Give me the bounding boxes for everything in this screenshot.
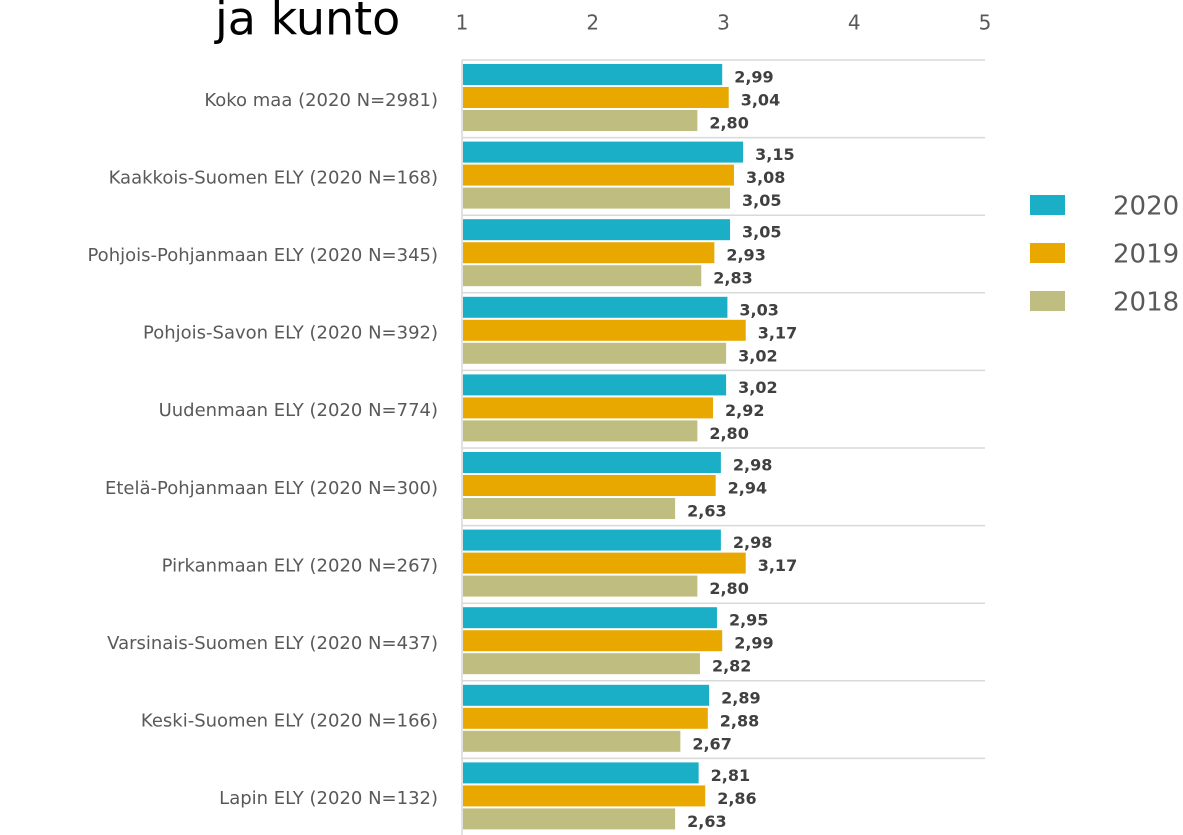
legend-swatch (1030, 195, 1065, 215)
value-label: 2,83 (713, 269, 752, 288)
bar (463, 87, 729, 108)
legend-label: 2019 (1113, 240, 1179, 270)
value-label: 2,63 (687, 812, 726, 831)
value-label: 2,80 (709, 579, 748, 598)
value-label: 3,02 (738, 378, 777, 397)
value-label: 2,67 (692, 734, 731, 753)
value-label: 2,94 (728, 479, 767, 498)
value-label: 2,99 (734, 68, 773, 87)
value-label: 3,03 (739, 300, 778, 319)
value-label: 3,05 (742, 191, 781, 210)
value-label: 2,82 (712, 657, 751, 676)
value-label: 2,95 (729, 611, 768, 630)
bar (463, 762, 699, 784)
bar (463, 575, 698, 597)
y-tick-label: Varsinais-Suomen ELY (2020 N=437) (107, 633, 438, 654)
bar (463, 319, 746, 341)
legend-label: 2018 (1113, 288, 1179, 318)
bar (463, 219, 731, 241)
x-tick-label: 3 (717, 11, 730, 35)
y-tick-label: Pohjois-Pohjanmaan ELY (2020 N=345) (87, 245, 438, 266)
y-tick-label: Lapin ELY (2020 N=132) (219, 788, 438, 809)
y-tick-label: Etelä-Pohjanmaan ELY (2020 N=300) (105, 478, 438, 499)
value-label: 2,86 (717, 789, 756, 808)
bar (463, 785, 706, 807)
bar (463, 242, 715, 264)
bar (463, 475, 716, 496)
y-tick-label: Koko maa (2020 N=2981) (204, 90, 438, 111)
bar (463, 630, 723, 652)
bar (463, 265, 702, 287)
value-label: 2,80 (709, 114, 748, 133)
value-label: 2,98 (733, 456, 772, 475)
legend-swatch (1030, 243, 1065, 263)
x-tick-label: 1 (456, 11, 469, 35)
bar (463, 420, 698, 442)
value-label: 2,99 (734, 634, 773, 653)
bar (463, 164, 734, 186)
value-label: 2,92 (725, 401, 764, 420)
bar (463, 730, 681, 752)
legend-swatch (1030, 291, 1065, 311)
bar (463, 552, 746, 574)
value-label: 2,98 (733, 533, 772, 552)
bar (463, 110, 698, 131)
bar (463, 808, 676, 830)
x-tick-label: 5 (979, 11, 992, 35)
y-tick-label: Keski-Suomen ELY (2020 N=166) (141, 711, 438, 732)
bar (463, 374, 727, 396)
y-tick-label: Pirkanmaan ELY (2020 N=267) (162, 555, 438, 576)
value-label: 2,63 (687, 502, 726, 521)
y-tick-label: Pohjois-Savon ELY (2020 N=392) (143, 323, 438, 344)
bar (463, 141, 744, 163)
value-label: 3,15 (755, 145, 794, 164)
value-label: 3,17 (758, 556, 797, 575)
legend-label: 2020 (1113, 192, 1179, 222)
value-label: 2,93 (726, 246, 765, 265)
bar (463, 397, 714, 419)
x-tick-label: 2 (586, 11, 599, 35)
value-label: 3,04 (741, 91, 780, 110)
bar (463, 187, 731, 209)
value-label: 2,89 (721, 688, 760, 707)
y-tick-label: Uudenmaan ELY (2020 N=774) (159, 400, 438, 421)
value-label: 3,17 (758, 323, 797, 342)
x-tick-label: 4 (848, 11, 861, 35)
bar (463, 64, 723, 85)
chart-title: ja kunto (214, 0, 400, 46)
value-label: 2,80 (709, 424, 748, 443)
value-label: 3,05 (742, 223, 781, 242)
y-tick-label: Kaakkois-Suomen ELY (2020 N=168) (109, 167, 438, 188)
value-label: 3,02 (738, 346, 777, 365)
bar (463, 529, 721, 551)
bar (463, 653, 700, 675)
bar (463, 707, 708, 729)
bar (463, 296, 728, 318)
value-label: 2,81 (711, 766, 750, 785)
bar (463, 452, 721, 473)
bar (463, 684, 710, 706)
value-label: 3,08 (746, 168, 785, 187)
bar (463, 607, 717, 629)
bar (463, 498, 676, 519)
bar (463, 342, 727, 364)
value-label: 2,88 (720, 711, 759, 730)
